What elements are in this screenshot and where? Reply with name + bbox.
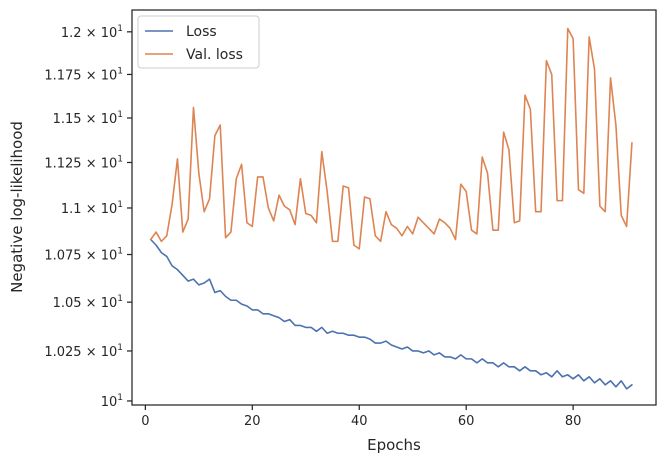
y-tick-label: 1.2 × 101 bbox=[61, 24, 123, 41]
y-axis-label: Negative log-likelihood bbox=[8, 121, 26, 293]
y-tick-label: 1.125 × 101 bbox=[44, 154, 123, 171]
y-tick-label: 1.05 × 101 bbox=[53, 294, 123, 311]
series-line-loss bbox=[149, 238, 633, 390]
y-tick-label: 1.1 × 101 bbox=[61, 200, 123, 217]
x-tick-label: 80 bbox=[565, 414, 582, 429]
plot-frame bbox=[131, 9, 657, 406]
x-tick-label: 0 bbox=[141, 414, 149, 429]
x-tick-label: 60 bbox=[458, 414, 475, 429]
legend-box bbox=[137, 15, 260, 69]
series-line-val-loss bbox=[149, 27, 633, 250]
x-axis-label: Epochs bbox=[367, 436, 421, 454]
x-tick-label: 40 bbox=[351, 414, 368, 429]
legend-label-val-loss: Val. loss bbox=[186, 47, 243, 63]
y-tick-label: 1.025 × 101 bbox=[44, 343, 123, 360]
x-axis: 0 20 40 60 80 bbox=[141, 405, 581, 429]
x-tick-label: 20 bbox=[244, 414, 261, 429]
legend: Loss Val. loss bbox=[137, 15, 260, 69]
y-tick-label: 1.15 × 101 bbox=[53, 110, 123, 127]
y-tick-label: 1.075 × 101 bbox=[44, 247, 123, 264]
plot-lines bbox=[149, 27, 633, 390]
y-tick-label: 1.175 × 101 bbox=[44, 66, 123, 83]
legend-label-loss: Loss bbox=[186, 24, 217, 40]
